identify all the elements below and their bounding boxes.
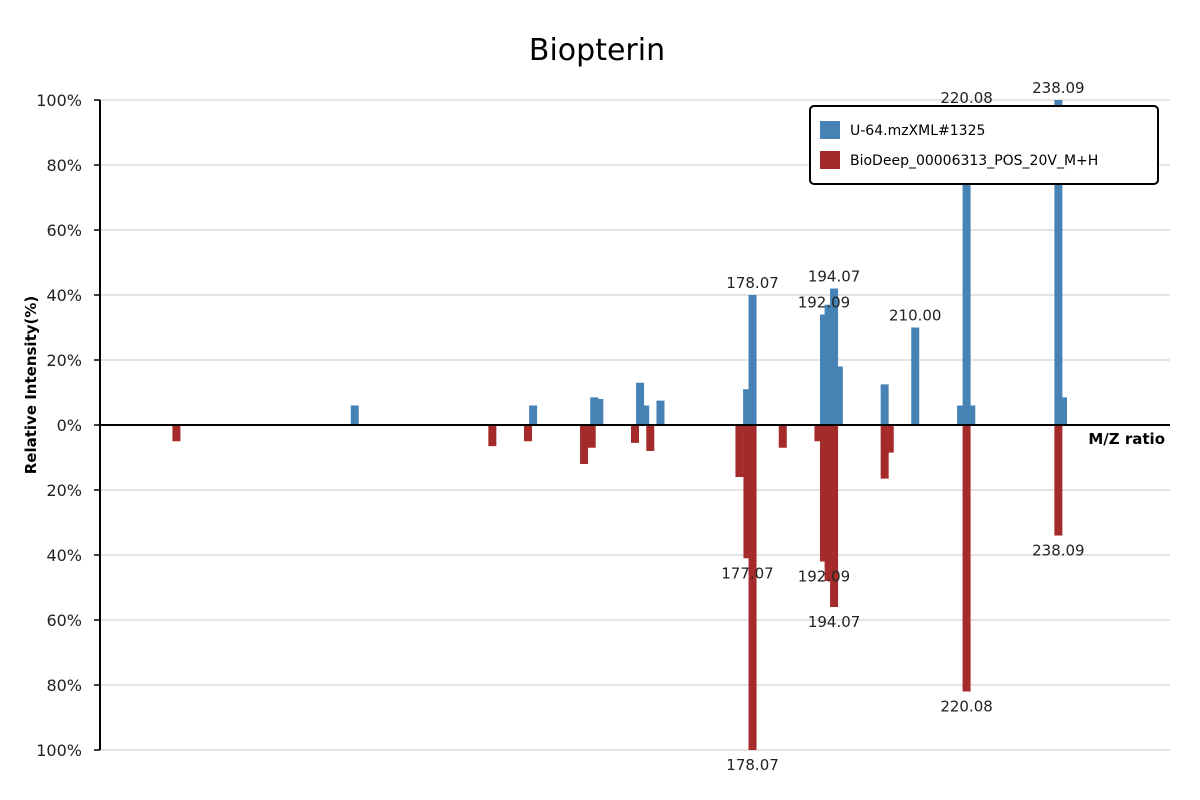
peak-bar-query <box>830 288 839 425</box>
peak-bar-query <box>350 405 359 425</box>
peak-bar-query <box>967 405 976 425</box>
peak-bar-reference <box>646 425 655 451</box>
peak-bar-query <box>834 366 843 425</box>
peak-bar-query <box>962 109 971 425</box>
peak-bar-query <box>1054 100 1063 425</box>
peak-bar-reference <box>824 425 833 581</box>
legend-swatch <box>820 121 840 139</box>
peak-bar-reference <box>524 425 532 442</box>
peak-bar-query <box>880 384 889 425</box>
peak-label-query: 210.00 <box>889 307 942 325</box>
legend-swatch <box>820 151 840 169</box>
peak-label-reference: 192.09 <box>798 568 851 586</box>
y-tick-label: 40% <box>46 546 82 565</box>
peak-bar-reference <box>830 425 839 607</box>
x-axis-label: M/Z ratio <box>1088 430 1165 448</box>
y-tick-label: 80% <box>46 156 82 175</box>
peak-label-query: 194.07 <box>808 268 861 286</box>
peak-label-reference: 238.09 <box>1032 542 1085 560</box>
y-tick-label: 60% <box>46 611 82 630</box>
y-tick-label: 20% <box>46 481 82 500</box>
peak-label-query: 238.09 <box>1032 79 1085 97</box>
peak-bar-query <box>911 327 920 425</box>
peak-bar-reference <box>172 425 181 442</box>
y-tick-label: 80% <box>46 676 82 695</box>
peak-bar-reference <box>580 425 589 464</box>
peak-bar-reference <box>743 425 752 559</box>
peak-label-query: 192.09 <box>798 294 851 312</box>
bars <box>172 100 1067 750</box>
y-tick-label: 60% <box>46 221 82 240</box>
peak-bar-reference <box>748 425 757 750</box>
y-tick-label: 100% <box>36 741 82 760</box>
y-tick-label: 20% <box>46 351 82 370</box>
peak-bar-query <box>1059 397 1067 425</box>
peak-label-query: 178.07 <box>726 274 779 292</box>
peak-bar-query <box>641 405 650 425</box>
y-tick-label: 40% <box>46 286 82 305</box>
peak-bar-reference <box>488 425 497 447</box>
peak-bar-reference <box>814 425 823 442</box>
legend-box <box>809 105 1159 185</box>
peak-labels: 178.07 192.09 194.07 210.00 220.08 238.09 177.… <box>721 79 1084 774</box>
peak-bar-query <box>636 382 645 425</box>
peak-label-reference: 194.07 <box>808 613 861 631</box>
peak-bar-query <box>656 400 665 425</box>
peak-bar-query <box>743 389 752 425</box>
legend-label: BioDeep_00006313_POS_20V_M+H <box>850 153 1098 169</box>
peak-bar-query <box>529 405 538 425</box>
grid-lines <box>100 99 1170 751</box>
legend-label: U-64.mzXML#1325 <box>850 123 985 139</box>
chart-title: Biopterin <box>529 33 665 68</box>
peak-bar-reference <box>778 425 787 448</box>
peak-label-query: 220.08 <box>940 89 993 107</box>
peak-bar-query <box>819 314 828 425</box>
peak-bar-reference <box>885 425 894 453</box>
peak-bar-reference <box>735 425 744 477</box>
peak-bar-reference <box>631 425 639 443</box>
peak-bar-reference <box>880 425 889 479</box>
y-tick-label: 100% <box>36 91 82 110</box>
y-axis-label: Relative Intensity(%) <box>22 296 40 475</box>
peak-bar-query <box>595 399 604 425</box>
peak-bar-reference <box>962 425 971 692</box>
peak-bar-reference <box>1054 425 1063 536</box>
peak-bar-query <box>824 304 833 425</box>
peak-label-reference: 178.07 <box>726 756 779 774</box>
peak-bar-reference <box>587 425 596 448</box>
peak-label-reference: 220.08 <box>940 698 993 716</box>
peak-bar-reference <box>819 425 828 562</box>
peak-bar-query <box>957 405 966 425</box>
axes: 0% 20% 40% 60% 80% 100% 20% 40% 60% 80% 100% <box>36 91 1170 760</box>
y-tick-label: 0% <box>57 416 82 435</box>
peak-label-reference: 177.07 <box>721 564 774 582</box>
legend: U-64.mzXML#1325 BioDeep_00006313_POS_20V_… <box>809 105 1159 185</box>
peak-bar-query <box>590 397 599 425</box>
peak-bar-query <box>748 295 757 425</box>
